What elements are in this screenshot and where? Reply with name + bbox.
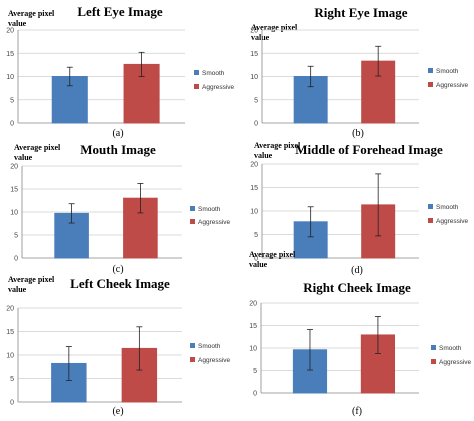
chart-title: Right Eye Image <box>314 5 407 20</box>
panel-label: (d) <box>351 265 363 276</box>
y-tick-label: 20 <box>10 164 18 171</box>
legend-label: Smooth <box>202 70 225 77</box>
y-tick-label: 15 <box>249 323 257 330</box>
y-axis-label-line: value <box>254 151 273 160</box>
y-axis-label: Average pixel value <box>251 23 298 42</box>
chart-title: Left Eye Image <box>77 4 162 19</box>
y-axis-label-line: Average pixel <box>254 141 301 150</box>
y-tick-label: 10 <box>250 209 258 216</box>
legend-swatch <box>194 84 199 89</box>
y-tick-label: 0 <box>10 400 14 407</box>
y-axis-label: Average pixel value <box>254 141 301 160</box>
y-axis-label-line: value <box>251 33 270 42</box>
y-tick-label: 20 <box>6 306 14 313</box>
legend-swatch <box>428 218 433 223</box>
chart-title: Right Cheek Image <box>303 280 411 295</box>
legend-label: Aggressive <box>439 359 472 366</box>
legend-swatch <box>190 206 195 211</box>
legend-swatch <box>431 359 436 364</box>
y-tick-label: 15 <box>10 187 18 194</box>
y-axis-label-line: Average pixel <box>251 23 298 32</box>
bar-aggressive <box>361 60 396 124</box>
y-tick-label: 10 <box>250 74 258 81</box>
y-tick-label: 15 <box>6 329 14 336</box>
y-tick-label: 0 <box>14 256 18 263</box>
y-axis-label-line: Average pixel <box>14 143 61 152</box>
panel-label: (c) <box>112 264 123 275</box>
y-tick-label: 15 <box>250 51 258 58</box>
y-tick-label: 5 <box>253 368 257 375</box>
y-tick-label: 10 <box>249 346 257 353</box>
legend-label: Aggressive <box>198 219 231 226</box>
legend-label: Aggressive <box>436 218 469 225</box>
y-axis-label: Average pixel value <box>249 250 296 269</box>
y-axis-label-line: Average pixel <box>8 275 55 284</box>
y-tick-label: 10 <box>6 353 14 360</box>
legend-swatch <box>190 357 195 362</box>
panel-label: (a) <box>112 128 123 139</box>
y-axis-label: Average pixel value <box>14 143 61 162</box>
y-tick-label: 10 <box>6 74 14 81</box>
y-tick-label: 5 <box>254 232 258 239</box>
y-axis-label-line: value <box>8 285 27 294</box>
y-tick-label: 15 <box>250 185 258 192</box>
legend-swatch <box>428 204 433 209</box>
y-tick-label: 5 <box>14 233 18 240</box>
chart-title: Middle of Forehead Image <box>295 142 443 157</box>
chart-panel: Left Eye Image Average pixel value 0 5 10 15 20… <box>6 4 234 139</box>
chart-panel: Mouth Image Average pixel value 0 5 10 15 20 Smo… <box>10 142 230 275</box>
legend-label: Smooth <box>436 68 459 75</box>
legend-label: Smooth <box>198 206 221 213</box>
legend-swatch <box>428 82 433 87</box>
legend-swatch <box>194 70 199 75</box>
y-tick-label: 15 <box>6 51 14 58</box>
legend-label: Smooth <box>198 343 221 350</box>
y-axis-label-line: value <box>14 153 33 162</box>
legend-swatch <box>190 343 195 348</box>
chart-title: Mouth Image <box>80 142 156 157</box>
legend-label: Aggressive <box>198 357 231 364</box>
y-tick-label: 0 <box>10 121 14 128</box>
panel-label: (f) <box>352 406 362 417</box>
y-tick-label: 20 <box>6 28 14 35</box>
legend-swatch <box>428 68 433 73</box>
chart-title: Left Cheek Image <box>70 276 170 291</box>
y-axis-label: Average pixel value <box>8 275 55 294</box>
y-axis-label-line: value <box>8 19 27 28</box>
y-tick-label: 0 <box>254 121 258 128</box>
chart-panel: Left Cheek Image Average pixel value 0 5 10 15… <box>6 275 230 417</box>
y-axis-label-line: Average pixel <box>249 250 296 259</box>
y-tick-label: 20 <box>249 301 257 308</box>
legend-label: Smooth <box>439 345 462 352</box>
y-tick-label: 20 <box>250 162 258 169</box>
y-axis-label: Average pixel value <box>8 9 55 28</box>
y-tick-label: 0 <box>254 256 258 263</box>
legend-swatch <box>190 219 195 224</box>
y-tick-label: 5 <box>10 97 14 104</box>
y-tick-label: 10 <box>10 210 18 217</box>
y-tick-label: 20 <box>250 28 258 35</box>
panel-label: (e) <box>112 406 123 417</box>
legend-label: Smooth <box>436 204 459 211</box>
y-axis-label-line: value <box>249 260 268 269</box>
legend-label: Aggressive <box>436 82 469 89</box>
y-tick-label: 5 <box>254 97 258 104</box>
chart-panel: Right Eye Image Average pixel value 0 5 10 15 2… <box>250 5 468 139</box>
panel-label: (b) <box>352 128 364 139</box>
y-axis-label-line: Average pixel <box>8 9 55 18</box>
legend-swatch <box>431 345 436 350</box>
legend-label: Aggressive <box>202 84 235 91</box>
y-tick-label: 0 <box>253 391 257 398</box>
y-tick-label: 5 <box>10 376 14 383</box>
